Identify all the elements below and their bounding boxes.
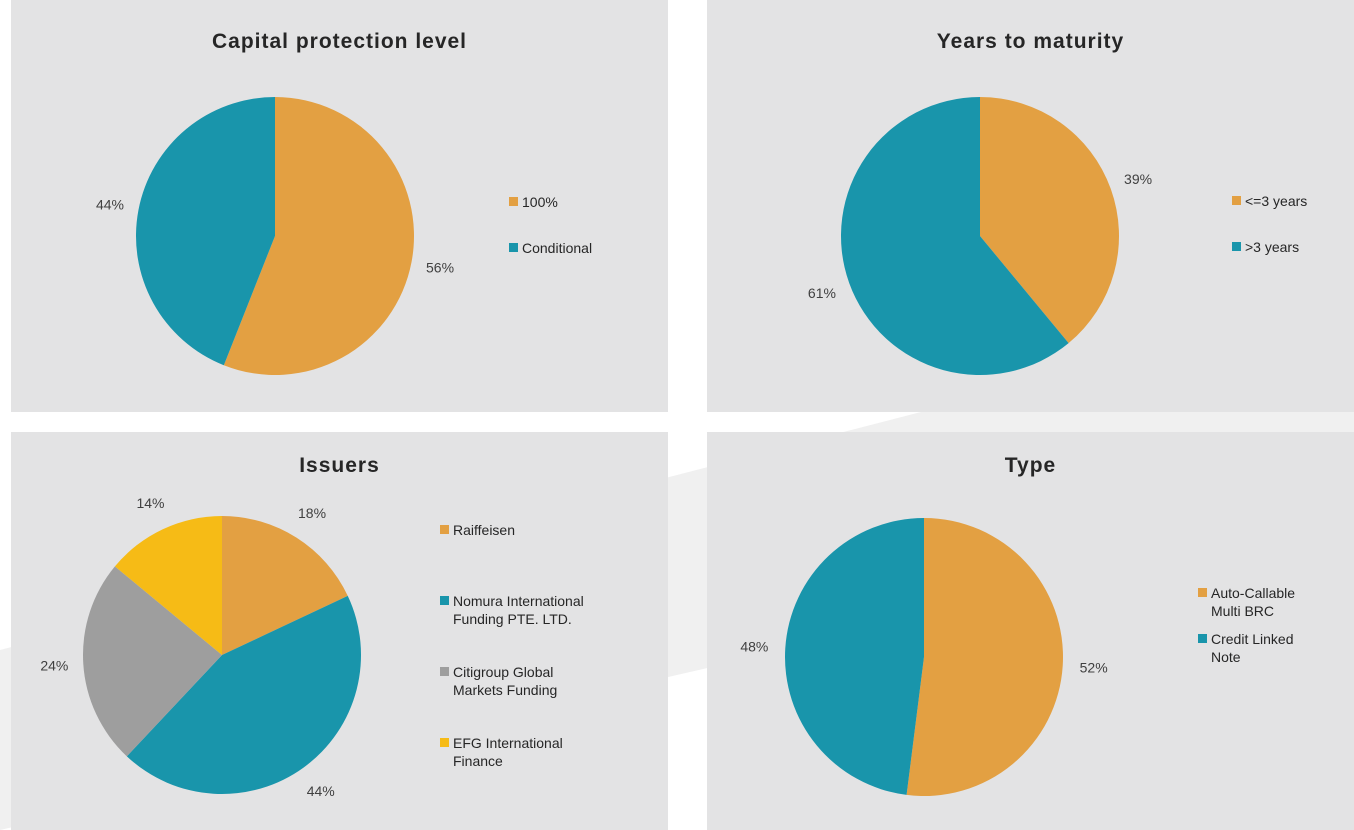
- legend-swatch: [509, 197, 518, 206]
- legend-item-auto-callable-multi-brc: Auto-Callable Multi BRC: [1198, 584, 1354, 620]
- legend-label: Auto-Callable Multi BRC: [1211, 585, 1296, 619]
- pie-slice-nomura-international-funding-pte-ltd: [126, 595, 362, 794]
- legend-swatch: [1232, 242, 1241, 251]
- capital-protection-pie: 56% 44%: [96, 97, 454, 375]
- legend-item-3-years: <=3 years: [1232, 192, 1354, 210]
- legend-label: Nomura International Funding PTE. LTD.: [453, 593, 584, 627]
- pie-slice-auto-callable-multi-brc: [906, 518, 1063, 796]
- legend-swatch: [1198, 634, 1207, 643]
- type-chart-panel: Type 52% 48% Auto-Callable Multi BRC Credi…: [707, 432, 1354, 830]
- years-to-maturity-chart-panel: Years to maturity 39% 61% <=3 years >3 yea…: [707, 0, 1354, 412]
- legend-label: <=3 years: [1245, 193, 1308, 209]
- legend-item-efg-international-finance: EFG International Finance: [440, 734, 630, 770]
- data-label-citigroup-global-markets-funding: 24%: [40, 658, 68, 674]
- legend-swatch: [440, 525, 449, 534]
- data-label-credit-linked-note: 48%: [740, 638, 768, 654]
- data-label-3-years: 61%: [808, 285, 836, 301]
- pie-slice-conditional: [135, 97, 275, 366]
- pie-slice-citigroup-global-markets-funding: [82, 566, 222, 757]
- legend-label: >3 years: [1245, 239, 1300, 255]
- issuers-chart-panel: Issuers 18% 44% 24% 14% Raiffeisen Nomura In…: [11, 432, 668, 830]
- legend-swatch: [1232, 196, 1241, 205]
- legend-item-conditional: Conditional: [509, 239, 699, 257]
- issuers-pie: 18% 44% 24% 14%: [40, 495, 362, 799]
- legend-label: Raiffeisen: [453, 522, 516, 538]
- pie-slice-efg-international-finance: [114, 516, 222, 655]
- chart-title: Capital protection level: [211, 30, 468, 53]
- legend-item-3-years: >3 years: [1232, 238, 1354, 256]
- data-label-conditional: 44%: [96, 197, 124, 213]
- data-label-nomura-international-funding-pte-ltd: 44%: [307, 783, 335, 799]
- pie-slice-3-years: [841, 97, 1069, 376]
- capital-protection-chart-panel: Capital protection level 56% 44% 100% Cond…: [11, 0, 668, 412]
- pie-slice-3-years: [980, 97, 1119, 344]
- chart-title: Years to maturity: [936, 30, 1125, 53]
- pie-slice-credit-linked-note: [784, 518, 924, 795]
- legend-item-citigroup-global-markets-funding: Citigroup Global Markets Funding: [440, 663, 630, 699]
- pie-slice-100: [223, 97, 414, 375]
- chart-title: Issuers: [299, 454, 380, 477]
- data-label-3-years: 39%: [1124, 171, 1152, 187]
- legend-swatch: [509, 243, 518, 252]
- type-pie: 52% 48%: [740, 518, 1108, 796]
- legend-swatch: [440, 596, 449, 605]
- pie-slice-raiffeisen: [222, 516, 348, 655]
- years-to-maturity-pie: 39% 61%: [808, 97, 1152, 376]
- legend-label: Citigroup Global Markets Funding: [453, 664, 558, 698]
- legend-swatch: [440, 738, 449, 747]
- legend-label: Conditional: [522, 240, 593, 256]
- legend-label: 100%: [522, 194, 558, 210]
- data-label-100: 56%: [426, 259, 454, 275]
- legend-label: Credit Linked Note: [1211, 631, 1294, 665]
- data-label-auto-callable-multi-brc: 52%: [1080, 660, 1108, 676]
- legend-item-credit-linked-note: Credit Linked Note: [1198, 630, 1354, 666]
- chart-title: Type: [1004, 454, 1057, 477]
- data-label-efg-international-finance: 14%: [136, 495, 164, 511]
- legend-swatch: [1198, 588, 1207, 597]
- data-label-raiffeisen: 18%: [298, 505, 326, 521]
- legend-item-nomura-international-funding-pte-ltd: Nomura International Funding PTE. LTD.: [440, 592, 630, 628]
- legend-item-100: 100%: [509, 193, 699, 211]
- legend-label: EFG International Finance: [453, 735, 563, 769]
- legend-swatch: [440, 667, 449, 676]
- legend-item-raiffeisen: Raiffeisen: [440, 521, 630, 539]
